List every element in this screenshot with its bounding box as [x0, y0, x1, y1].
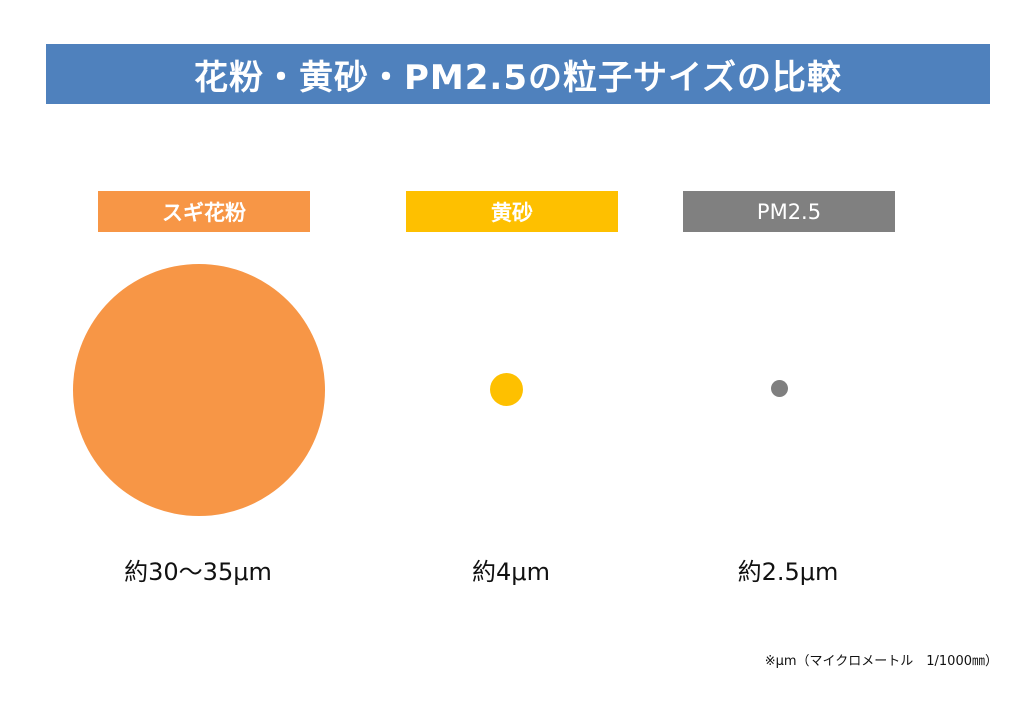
pm25-size: 約2.5μm [737, 558, 839, 586]
label-pm25: PM2.5 [683, 191, 895, 232]
sugi-pollen-size: 約30〜35μm [124, 558, 272, 586]
label-yellow-sand: 黄砂 [406, 191, 618, 232]
unit-note: ※μm（マイクロメートル 1/1000㎜） [764, 654, 998, 669]
yellow-sand-particle [490, 373, 523, 406]
pm25-particle [771, 380, 788, 397]
sugi-pollen-particle [73, 264, 325, 516]
label-sugi-pollen: スギ花粉 [98, 191, 310, 232]
page-title: 花粉・黄砂・PM2.5の粒子サイズの比較 [46, 44, 990, 104]
yellow-sand-size: 約4μm [472, 558, 550, 586]
